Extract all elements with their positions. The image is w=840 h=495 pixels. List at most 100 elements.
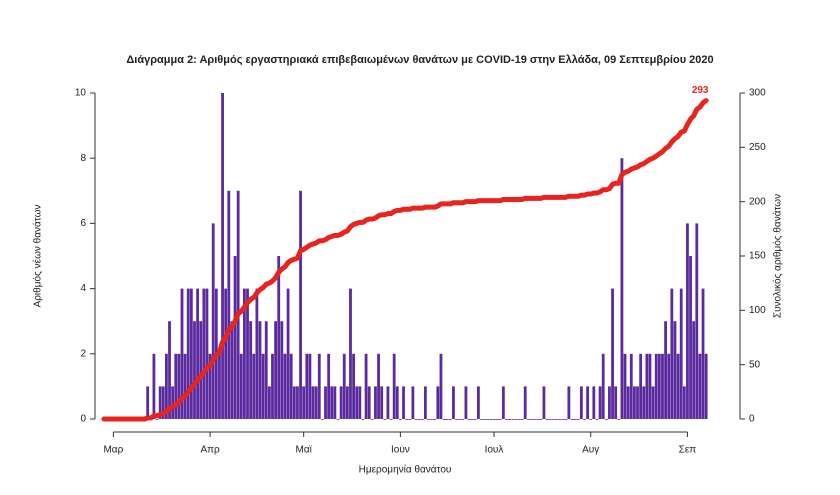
bar [473, 419, 477, 420]
bar [258, 321, 262, 419]
bar [486, 419, 490, 420]
bar [551, 419, 555, 420]
bar [455, 419, 458, 420]
bar [155, 419, 159, 420]
bar [689, 256, 692, 419]
bar [267, 386, 271, 419]
bar [670, 288, 674, 419]
bar [542, 386, 546, 419]
y2-tick-label: 250 [749, 142, 766, 153]
y2-tick-label: 150 [749, 251, 766, 262]
x-tick-label: Απρ [200, 445, 220, 456]
bar [657, 353, 661, 419]
bar [679, 288, 683, 419]
bar [642, 386, 646, 419]
bar [586, 386, 589, 419]
y-tick-label: 0 [80, 414, 86, 425]
bar [648, 353, 652, 419]
bar [255, 288, 259, 419]
bar [205, 288, 209, 419]
bar [511, 419, 515, 420]
bar [629, 353, 633, 419]
x-tick-label: Αυγ [582, 445, 599, 456]
bar [292, 386, 296, 419]
bar [324, 386, 327, 419]
bar [171, 386, 175, 419]
bar [202, 288, 206, 419]
bar [458, 419, 462, 420]
bar [576, 419, 580, 420]
bar [442, 419, 446, 420]
bar [374, 386, 377, 419]
bar [501, 386, 505, 419]
bar [548, 419, 552, 420]
bar [595, 419, 599, 420]
cumulative-line [101, 98, 709, 422]
bar [508, 419, 511, 420]
y2-tick-label: 100 [749, 305, 766, 316]
bar [701, 288, 705, 419]
bar [651, 386, 655, 419]
bar [439, 353, 443, 419]
bar [452, 386, 455, 419]
y-axis-label: Αριθμός νέων θανάτων [32, 205, 44, 308]
bar [661, 353, 664, 419]
bar [327, 353, 331, 419]
y2-axis-label: Συνολικός αριθμός θανάτων [772, 194, 784, 318]
bar [611, 288, 614, 419]
bar [180, 288, 184, 419]
bar [364, 353, 368, 419]
bar [352, 353, 355, 419]
bar [564, 419, 568, 420]
bar [539, 419, 543, 420]
bar [686, 223, 689, 419]
y2-tick-label: 300 [749, 88, 766, 99]
bar [623, 353, 627, 419]
bar [249, 321, 253, 419]
bar [445, 419, 449, 420]
bar [461, 419, 465, 420]
chart-title: Διάγραμμα 2: Αριθμός εργαστηριακά επιβεβ… [126, 54, 713, 66]
bar [186, 288, 190, 419]
bar [211, 223, 215, 419]
bar [617, 419, 621, 420]
y-tick-label: 4 [80, 283, 86, 294]
bar [146, 386, 150, 419]
bar [311, 386, 315, 419]
x-tick-label: Μαϊ [296, 445, 313, 456]
bar [477, 386, 480, 419]
bar [645, 353, 649, 419]
bar [420, 419, 424, 420]
bar [345, 386, 349, 419]
bar [427, 419, 430, 420]
x-tick-label: Σεπ [679, 445, 697, 456]
bar [620, 158, 624, 419]
bar [598, 386, 602, 419]
bar [308, 353, 312, 419]
bar [302, 386, 306, 419]
x-tick-label: Μαρ [103, 445, 123, 456]
bar [261, 353, 265, 419]
bar [199, 321, 203, 419]
bar [286, 288, 290, 419]
bar [695, 223, 699, 419]
y2-tick-label: 50 [749, 359, 761, 370]
bar [392, 353, 396, 419]
bar [174, 353, 178, 419]
bar [271, 353, 274, 419]
bar [523, 386, 527, 419]
bar [227, 190, 231, 419]
y-tick-label: 10 [75, 88, 87, 99]
bar [545, 419, 549, 420]
bar [608, 386, 611, 419]
bar [405, 419, 409, 420]
bar [583, 419, 586, 420]
bar [386, 386, 390, 419]
bar [570, 419, 574, 420]
bar [467, 419, 471, 420]
bar [289, 353, 293, 419]
bar [168, 321, 171, 419]
bar [333, 386, 337, 419]
bar [676, 353, 680, 419]
bar [626, 386, 630, 419]
